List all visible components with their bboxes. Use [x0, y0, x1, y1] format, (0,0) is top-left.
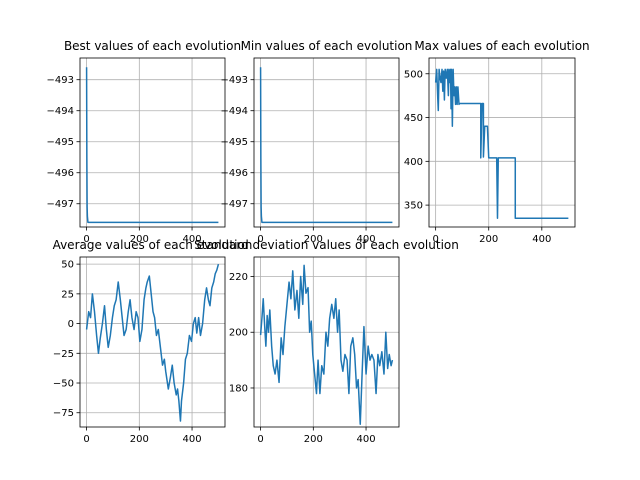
plot-area	[80, 257, 225, 427]
x-tick-label: 400	[532, 234, 551, 245]
y-tick-label: −494	[47, 106, 74, 117]
y-tick-label: 200	[229, 328, 248, 339]
x-tick-label: 400	[356, 434, 375, 445]
plot-area	[254, 58, 399, 227]
subplot-3: 0 200 400 350 400 450 500 Max values of each ev…	[404, 39, 590, 245]
x-tick-label: 200	[304, 434, 323, 445]
x-tick-label: 0	[257, 434, 263, 445]
y-tick-label: −496	[47, 168, 74, 179]
x-tick-label: 200	[130, 234, 149, 245]
y-tick-label: −494	[221, 106, 248, 117]
subplot-5: 0 200 400 180 200 220 Standard deviation value…	[194, 238, 459, 445]
series-line-1	[85, 263, 220, 422]
x-tick-label: 0	[83, 234, 89, 245]
series-line-1	[85, 67, 219, 224]
y-tick-label: −496	[221, 168, 248, 179]
axes-frame	[253, 256, 400, 428]
x-tick-label: 0	[257, 234, 263, 245]
y-tick-label: 50	[61, 260, 74, 271]
plot-area	[80, 58, 225, 227]
series-line-1	[259, 67, 393, 224]
series-line-1	[434, 68, 569, 219]
y-tick-label: 500	[404, 69, 423, 80]
y-tick-label: −495	[47, 137, 74, 148]
x-tick-label: 0	[83, 434, 89, 445]
axes-frame	[79, 256, 226, 428]
x-tick-label: 200	[304, 234, 323, 245]
subplot-1: 0 200 400 −493 −494 −495 −496 −497 Best values o…	[47, 39, 242, 245]
y-tick-label: 350	[404, 201, 423, 212]
x-tick-label: 400	[182, 234, 201, 245]
axes-frame	[253, 57, 400, 228]
axes-frame	[428, 57, 576, 228]
plot-area	[254, 257, 399, 427]
y-tick-label: 0	[68, 319, 74, 330]
y-tick-label: −25	[53, 349, 74, 360]
y-tick-label: −497	[47, 199, 74, 210]
subplot-title: Best values of each evolution	[64, 39, 241, 53]
y-tick-label: −75	[53, 408, 74, 419]
y-tick-label: 25	[61, 289, 74, 300]
subplot-title: Max values of each evolution	[414, 39, 589, 53]
subplot-4: 0 200 400 50 25 0 −25 −50 −75 Average values of e…	[53, 238, 253, 445]
axes-frame	[79, 57, 226, 228]
y-tick-label: −50	[53, 379, 74, 390]
subplot-title: Average values of each evolution	[53, 238, 253, 252]
y-tick-label: −493	[221, 75, 248, 86]
x-tick-label: 400	[356, 234, 375, 245]
series-line-1	[259, 264, 394, 425]
y-tick-label: 180	[229, 383, 248, 394]
y-tick-label: 220	[229, 272, 248, 283]
y-tick-label: −493	[47, 75, 74, 86]
subplot-2: 0 200 400 −493 −494 −495 −496 −497 Min values of…	[221, 39, 413, 245]
subplot-title: Min values of each evolution	[241, 39, 413, 53]
x-tick-label: 400	[182, 434, 201, 445]
subplot-title: Standard deviation values of each evolut…	[194, 238, 459, 252]
y-tick-label: 400	[404, 157, 423, 168]
x-tick-label: 200	[130, 434, 149, 445]
x-tick-label: 0	[432, 234, 438, 245]
y-tick-label: −497	[221, 199, 248, 210]
y-tick-label: 450	[404, 113, 423, 124]
x-tick-label: 200	[479, 234, 498, 245]
y-tick-label: −495	[221, 137, 248, 148]
